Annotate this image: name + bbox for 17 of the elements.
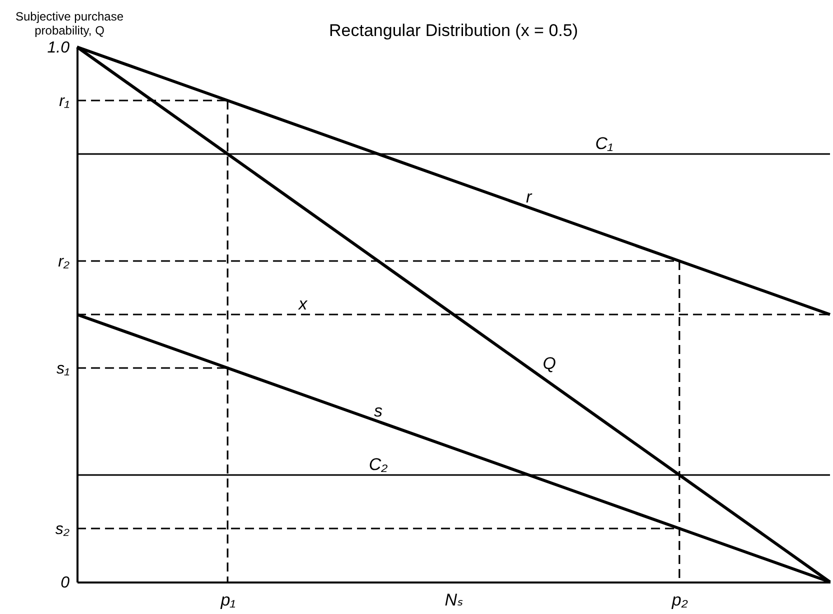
x-tick-label: p₂ — [670, 590, 688, 610]
y-axis-title: Subjective purchase probability, Q — [15, 10, 124, 38]
series-label: s — [374, 402, 383, 420]
y-tick-label: r₁ — [59, 93, 70, 110]
series-label: Q — [542, 354, 556, 373]
series-label: C₁ — [595, 134, 613, 153]
y-tick-label: s₂ — [55, 521, 70, 538]
series-label: r — [526, 188, 533, 206]
y-tick-label: 1.0 — [47, 40, 70, 56]
y-tick-label: r₂ — [58, 254, 70, 270]
series-label: x — [298, 294, 308, 314]
x-tick-label: p₁ — [220, 590, 236, 610]
series-label: C₂ — [368, 455, 388, 474]
x-tick-label: Nₛ — [444, 590, 464, 610]
chart-title: Rectangular Distribution (x = 0.5) — [329, 21, 578, 40]
y-tick-label: 0 — [60, 574, 70, 592]
y-tick-label: s₁ — [56, 360, 70, 378]
